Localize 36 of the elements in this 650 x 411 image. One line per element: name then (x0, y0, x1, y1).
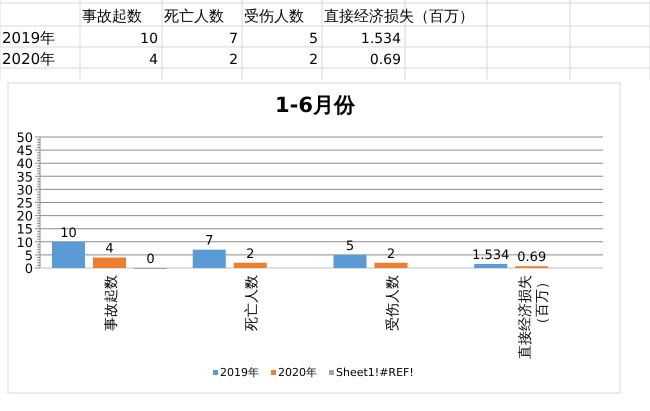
bar (234, 262, 267, 268)
data-label: 0 (146, 252, 155, 267)
y-tick-label: 5 (24, 248, 33, 264)
data-label: 2 (246, 246, 254, 262)
y-tick-label: 45 (16, 144, 33, 160)
y-tick-label: 20 (16, 210, 33, 225)
legend-label: 2020年 (278, 366, 317, 379)
bar (192, 250, 226, 268)
table: 事故起数 死亡人数 受伤人数 直接经济损失（百万） 2019年 10 7 5 1.534 2020年 4 2 2 0.69 (0, 0, 650, 80)
y-tick-label: 30 (16, 183, 33, 198)
y-tick-label: 40 (16, 157, 33, 172)
data-label: 2 (386, 246, 396, 262)
y-tick-label: 50 (16, 131, 33, 146)
y-tick-label: 35 (16, 170, 33, 186)
data-label: 4 (105, 242, 114, 257)
chart-title: 1-6月份 (275, 93, 356, 117)
x-tick-label: 事故起数 (103, 275, 120, 331)
data-label: 10 (60, 226, 77, 241)
y-tick-label: 25 (16, 196, 33, 212)
bar (374, 262, 408, 268)
y-tick-label: 15 (16, 222, 33, 238)
x-tick-label: 受伤人数 (384, 275, 401, 331)
x-tick-label: 死亡人数 (244, 275, 260, 331)
legend-label: 2019年 (220, 366, 259, 379)
bar (93, 258, 126, 268)
data-label: 1.534 (472, 248, 510, 263)
bar (474, 264, 508, 268)
bar (52, 242, 85, 268)
data-label: 7 (205, 234, 214, 249)
y-tick-label: 10 (16, 236, 33, 251)
data-label: 5 (346, 238, 354, 254)
data-label: 0.69 (517, 250, 546, 266)
y-tick-label: 0 (24, 262, 33, 277)
legend-label: Sheet1!#REF! (336, 366, 414, 379)
bar (334, 254, 366, 268)
x-tick-label: 直接经济损失 （百万） (518, 275, 551, 359)
